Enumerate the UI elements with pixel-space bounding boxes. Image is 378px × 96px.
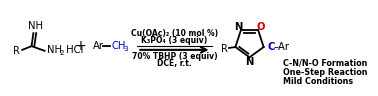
Text: Ar: Ar (93, 41, 104, 51)
Text: N: N (245, 57, 254, 67)
Text: C: C (267, 42, 275, 52)
Text: N: N (234, 22, 242, 32)
Text: 3: 3 (123, 46, 128, 52)
Text: R: R (221, 44, 228, 54)
Text: DCE, r.t.: DCE, r.t. (157, 59, 192, 68)
Text: O: O (257, 22, 265, 32)
Text: 2: 2 (59, 50, 64, 56)
Text: K₃PO₄ (3 equiv): K₃PO₄ (3 equiv) (141, 36, 208, 45)
Text: Mild Conditions: Mild Conditions (283, 77, 353, 86)
Text: CH: CH (111, 41, 126, 51)
Text: 70% TBHP (3 equiv): 70% TBHP (3 equiv) (132, 52, 217, 61)
Text: C-N/N-O Formation: C-N/N-O Formation (283, 58, 367, 67)
Text: One-Step Reaction: One-Step Reaction (283, 68, 367, 77)
Text: R: R (13, 46, 20, 56)
Text: NH: NH (47, 45, 62, 55)
Text: +: + (75, 39, 87, 53)
Text: Cu(OAc)₂ (10 mol %): Cu(OAc)₂ (10 mol %) (131, 29, 218, 38)
Text: HCl: HCl (63, 45, 84, 55)
Text: –Ar: –Ar (274, 42, 290, 52)
Text: NH: NH (28, 21, 43, 31)
